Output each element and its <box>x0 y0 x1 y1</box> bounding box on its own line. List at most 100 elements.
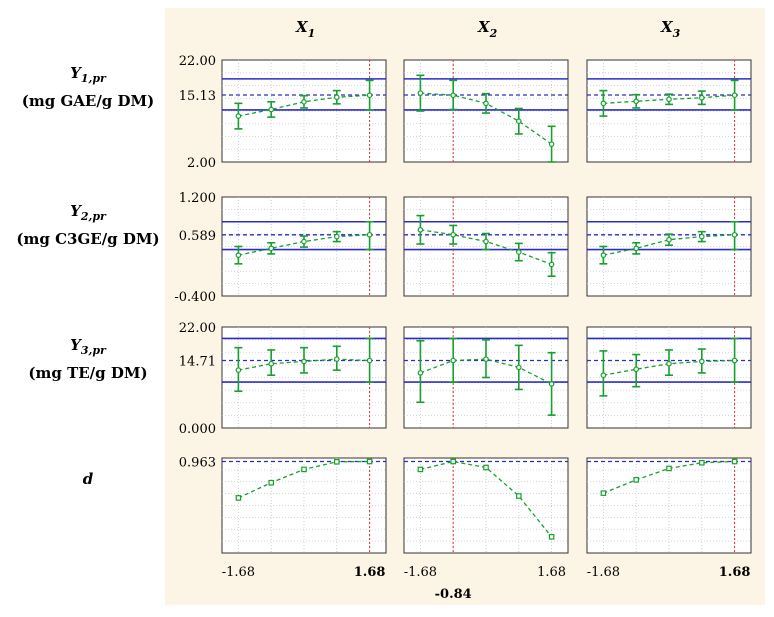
data-point <box>450 458 457 465</box>
data-point <box>235 495 242 501</box>
panel-r3-c3 <box>586 326 752 429</box>
data-point <box>515 249 522 255</box>
profile-line <box>603 234 735 256</box>
row-label-y2: Y2,pr (mg C3GE/g DM) <box>0 200 176 250</box>
data-point <box>333 356 340 362</box>
data-point <box>301 238 307 245</box>
data-point <box>666 465 672 472</box>
data-point <box>698 358 705 365</box>
y-tick-label: 0.963 <box>179 456 216 471</box>
data-point <box>450 231 457 238</box>
data-point <box>417 466 424 473</box>
data-point <box>450 357 457 364</box>
panel-r2-c1 <box>221 196 387 297</box>
data-point <box>366 231 373 238</box>
data-point <box>548 381 555 387</box>
data-point <box>483 464 489 471</box>
data-point <box>731 92 738 98</box>
data-point <box>666 236 672 243</box>
data-point <box>515 493 522 499</box>
data-point <box>235 113 242 119</box>
y-tick-label: 0.000 <box>179 422 216 437</box>
y-tick-label: 22.00 <box>179 321 216 336</box>
profile-line <box>420 358 552 385</box>
y-tick-label: 22.00 <box>179 54 216 69</box>
data-point <box>633 477 640 483</box>
row-label-d-symbol: d <box>82 470 94 488</box>
data-point <box>235 367 242 373</box>
data-point <box>548 141 555 147</box>
row-label-y2-sub: 2,pr <box>80 210 106 223</box>
row-label-d: d <box>0 468 176 490</box>
row-label-y1-symbol: Y <box>70 64 81 82</box>
data-point <box>698 233 705 240</box>
x-current-label: 1.68 <box>354 565 386 580</box>
row-label-y3: Y3,pr (mg TE/g DM) <box>0 334 176 384</box>
data-point <box>334 459 340 465</box>
x-tick-label: 1.68 <box>537 565 566 580</box>
data-point <box>301 99 307 105</box>
data-point <box>731 458 738 465</box>
y-tick-label: 1.200 <box>179 191 216 206</box>
row-label-y3-symbol: Y <box>70 336 81 354</box>
x-tick-label: -1.68 <box>404 565 437 580</box>
data-point <box>417 226 424 233</box>
data-point <box>515 364 522 371</box>
panel-r4-c2 <box>403 457 569 554</box>
data-point <box>698 94 705 101</box>
panel-grid: X1 X2 X322.0015.132.001.2000.589-0.40022.0… <box>174 18 752 602</box>
row-label-y3-unit: (mg TE/g DM) <box>28 364 148 382</box>
x-tick-label: -1.68 <box>587 565 620 580</box>
data-point <box>450 92 457 98</box>
row-label-y2-unit: (mg C3GE/g DM) <box>16 230 160 248</box>
x-current-label: 1.68 <box>719 565 751 580</box>
data-point <box>600 490 607 496</box>
data-point <box>366 92 373 98</box>
data-point <box>483 238 489 245</box>
data-point <box>366 458 373 465</box>
data-point <box>483 100 489 107</box>
panel-r2-c3 <box>586 196 752 297</box>
data-point <box>333 94 340 101</box>
data-point <box>483 356 489 362</box>
panel-r3-c1 <box>221 326 387 429</box>
data-point <box>268 360 275 367</box>
y-tick-label: -0.400 <box>174 290 216 305</box>
data-point <box>731 357 738 364</box>
data-point <box>417 90 424 96</box>
data-point <box>366 357 373 364</box>
data-point <box>600 252 607 258</box>
y-tick-label: 15.13 <box>179 89 216 104</box>
row-label-y1: Y1,pr (mg GAE/g DM) <box>0 62 176 112</box>
data-point <box>235 252 242 258</box>
column-header-sub-1: 1 <box>308 27 316 40</box>
row-label-y3-sub: 3,pr <box>80 344 106 357</box>
panel-r2-c2 <box>403 196 569 297</box>
data-point <box>301 358 307 365</box>
data-point <box>548 261 555 268</box>
data-point <box>333 233 340 240</box>
y-tick-label: 14.71 <box>179 354 216 369</box>
column-header-sub-3: 3 <box>673 27 681 40</box>
data-point <box>268 245 275 252</box>
x-tick-label: -1.68 <box>222 565 255 580</box>
data-point <box>600 100 607 107</box>
data-point <box>633 98 640 105</box>
data-point <box>600 372 607 379</box>
row-label-y1-unit: (mg GAE/g DM) <box>21 92 155 110</box>
panel-r1-c3 <box>586 59 752 163</box>
data-point <box>698 459 705 466</box>
panel-r1-c2 <box>403 59 569 163</box>
y-tick-label: 2.00 <box>187 156 216 171</box>
data-point <box>515 118 522 125</box>
row-label-y2-symbol: Y <box>70 202 81 220</box>
x-current-label: -0.84 <box>435 587 472 602</box>
y-tick-label: 0.589 <box>179 229 216 244</box>
panel-r3-c2 <box>403 326 569 429</box>
data-point <box>301 466 307 473</box>
row-label-y1-sub: 1,pr <box>80 72 106 85</box>
data-point <box>268 479 275 486</box>
panel-r4-c3 <box>586 457 752 554</box>
panel-r4-c1 <box>221 457 387 554</box>
